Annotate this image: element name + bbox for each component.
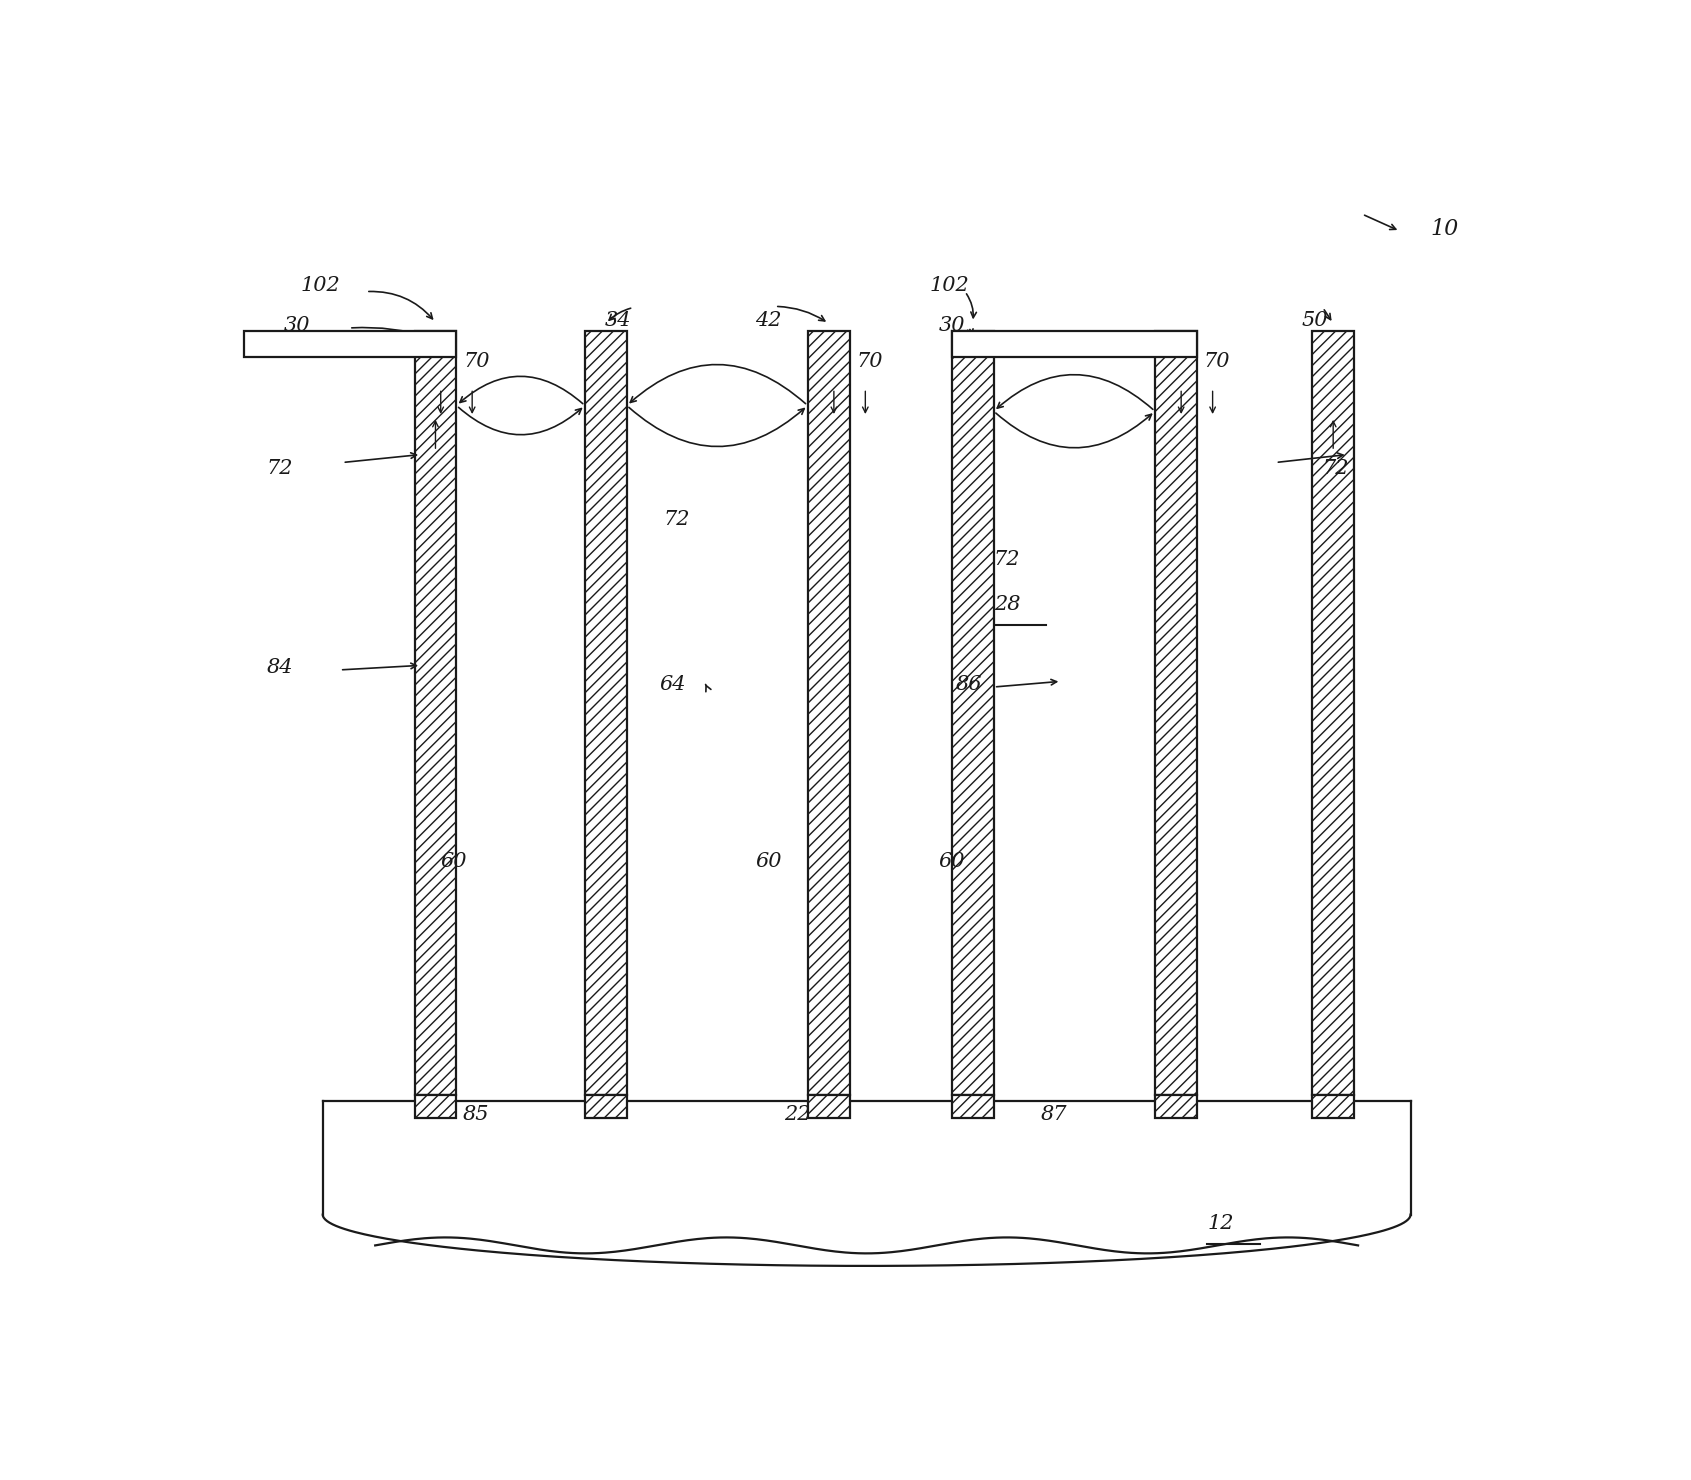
Text: 64: 64 xyxy=(659,675,687,694)
Text: 70: 70 xyxy=(463,352,489,371)
Bar xyxy=(808,332,849,1095)
Text: 72: 72 xyxy=(663,511,690,528)
Bar xyxy=(414,1095,457,1117)
Bar xyxy=(1312,332,1354,1095)
Text: 70: 70 xyxy=(1204,352,1229,371)
Text: 102: 102 xyxy=(930,277,969,296)
Bar xyxy=(952,332,1197,357)
Bar xyxy=(585,1095,627,1117)
Text: 50: 50 xyxy=(1302,311,1327,330)
Text: 42: 42 xyxy=(756,311,781,330)
Text: 86: 86 xyxy=(955,675,982,694)
Text: 28: 28 xyxy=(994,595,1020,614)
Bar xyxy=(585,332,627,1095)
Text: 30: 30 xyxy=(939,317,966,336)
Text: 60: 60 xyxy=(441,852,467,870)
Text: 72: 72 xyxy=(267,459,293,478)
Text: 70: 70 xyxy=(856,352,883,371)
Bar xyxy=(952,1095,994,1117)
Text: 84: 84 xyxy=(267,659,293,678)
Bar xyxy=(1155,332,1197,1095)
Text: 60: 60 xyxy=(756,852,781,870)
Text: 72: 72 xyxy=(1322,459,1349,478)
Bar xyxy=(414,332,457,1095)
Text: 72: 72 xyxy=(994,551,1020,568)
Bar xyxy=(952,332,994,1095)
Text: 10: 10 xyxy=(1431,218,1458,240)
Text: 34: 34 xyxy=(605,311,631,330)
Text: 30: 30 xyxy=(284,317,309,336)
Text: 12: 12 xyxy=(1207,1214,1234,1233)
Bar xyxy=(1312,1095,1354,1117)
Bar xyxy=(244,332,457,357)
Text: 102: 102 xyxy=(301,277,340,296)
Bar xyxy=(808,1095,849,1117)
Text: 87: 87 xyxy=(1042,1106,1067,1123)
Text: 22: 22 xyxy=(785,1106,810,1123)
Text: 85: 85 xyxy=(463,1106,489,1123)
Bar xyxy=(994,357,1155,1095)
Text: 60: 60 xyxy=(939,852,966,870)
Bar xyxy=(1155,1095,1197,1117)
